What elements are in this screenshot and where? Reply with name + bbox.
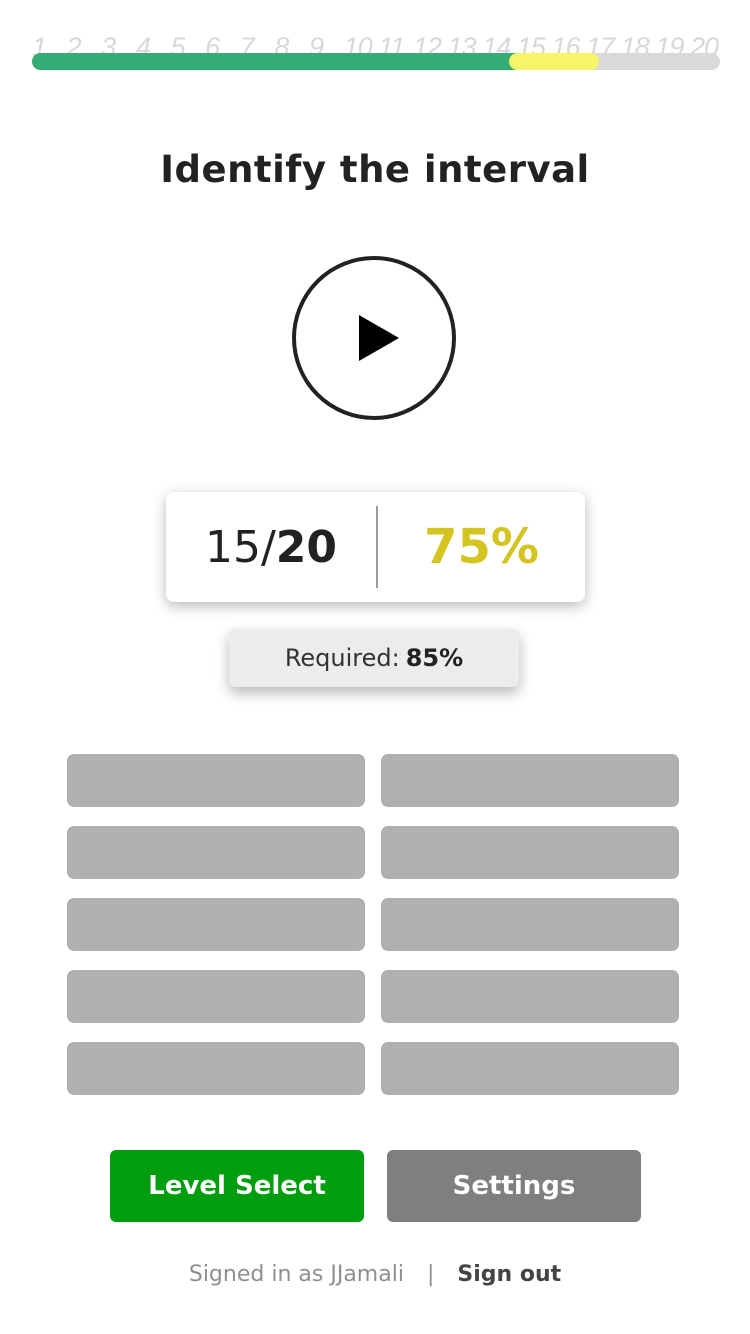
play-button[interactable] xyxy=(292,256,456,420)
answer-option-button[interactable] xyxy=(67,898,365,951)
signed-in-label: Signed in as xyxy=(188,1262,324,1287)
score-correct: 15/ xyxy=(204,521,276,573)
required-value: 85% xyxy=(405,644,464,672)
score-divider xyxy=(376,506,378,588)
answer-option-button[interactable] xyxy=(381,1042,679,1095)
answer-option-button[interactable] xyxy=(381,754,679,807)
progress-current-marker xyxy=(509,53,599,70)
footer-signin: Signed in as JJamali | Sign out xyxy=(0,1262,750,1287)
footer-separator: | xyxy=(426,1262,435,1287)
progress-track xyxy=(32,53,720,70)
answer-option-button[interactable] xyxy=(67,754,365,807)
page-title: Identify the interval xyxy=(160,148,590,191)
score-percent: 75% xyxy=(424,519,539,575)
score-card: 15/20 75% xyxy=(166,492,585,602)
username: JJamali xyxy=(330,1262,404,1287)
sign-out-link[interactable]: Sign out xyxy=(457,1262,562,1287)
answer-option-button[interactable] xyxy=(67,970,365,1023)
score-total: 20 xyxy=(275,521,338,573)
score-fraction: 15/20 xyxy=(166,492,376,602)
required-score-badge: Required: 85% xyxy=(229,629,519,687)
required-label: Required: xyxy=(284,644,400,672)
answer-option-button[interactable] xyxy=(67,1042,365,1095)
answer-option-button[interactable] xyxy=(381,898,679,951)
progress-fill xyxy=(32,53,587,70)
answer-grid xyxy=(67,754,679,1095)
settings-button[interactable]: Settings xyxy=(387,1150,641,1222)
play-icon xyxy=(359,315,399,361)
level-select-button[interactable]: Level Select xyxy=(110,1150,364,1222)
answer-option-button[interactable] xyxy=(381,826,679,879)
answer-option-button[interactable] xyxy=(67,826,365,879)
answer-option-button[interactable] xyxy=(381,970,679,1023)
progress-bar: 1 2 3 4 5 6 7 8 9 10 11 12 13 14 15 16 17 18 19 20 xyxy=(32,32,720,72)
